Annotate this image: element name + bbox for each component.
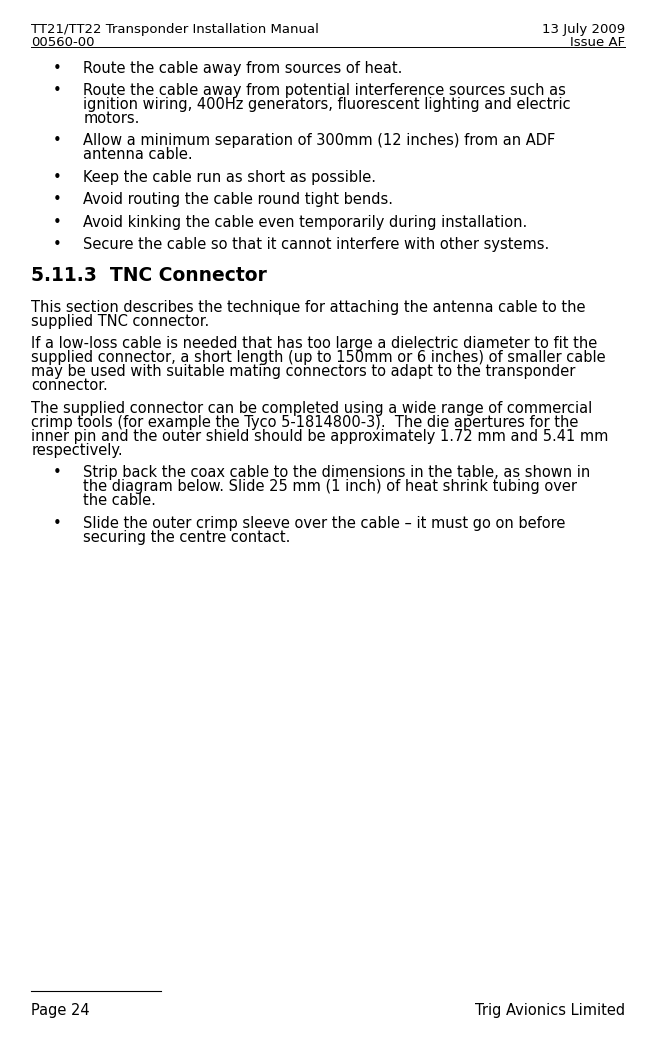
Text: Trig Avionics Limited: Trig Avionics Limited bbox=[475, 1003, 625, 1018]
Text: The supplied connector can be completed using a wide range of commercial: The supplied connector can be completed … bbox=[31, 401, 592, 416]
Text: ignition wiring, 400Hz generators, fluorescent lighting and electric: ignition wiring, 400Hz generators, fluor… bbox=[83, 97, 571, 112]
Text: the cable.: the cable. bbox=[83, 493, 156, 508]
Text: •: • bbox=[53, 515, 62, 531]
Text: Avoid kinking the cable even temporarily during installation.: Avoid kinking the cable even temporarily… bbox=[83, 214, 527, 230]
Text: 5.11.3  TNC Connector: 5.11.3 TNC Connector bbox=[31, 266, 267, 285]
Text: Strip back the coax cable to the dimensions in the table, as shown in: Strip back the coax cable to the dimensi… bbox=[83, 465, 590, 481]
Text: •: • bbox=[53, 134, 62, 148]
Text: antenna cable.: antenna cable. bbox=[83, 147, 193, 162]
Text: Slide the outer crimp sleeve over the cable – it must go on before: Slide the outer crimp sleeve over the ca… bbox=[83, 515, 566, 531]
Text: This section describes the technique for attaching the antenna cable to the: This section describes the technique for… bbox=[31, 300, 586, 315]
Text: •: • bbox=[53, 465, 62, 481]
Text: may be used with suitable mating connectors to adapt to the transponder: may be used with suitable mating connect… bbox=[31, 365, 576, 379]
Text: •: • bbox=[53, 192, 62, 207]
Text: Keep the cable run as short as possible.: Keep the cable run as short as possible. bbox=[83, 170, 376, 185]
Text: •: • bbox=[53, 83, 62, 98]
Text: •: • bbox=[53, 237, 62, 252]
Text: crimp tools (for example the Tyco 5-1814800-3).  The die apertures for the: crimp tools (for example the Tyco 5-1814… bbox=[31, 415, 578, 429]
Text: securing the centre contact.: securing the centre contact. bbox=[83, 530, 291, 544]
Text: •: • bbox=[53, 61, 62, 75]
Text: Allow a minimum separation of 300mm (12 inches) from an ADF: Allow a minimum separation of 300mm (12 … bbox=[83, 134, 556, 148]
Text: TT21/TT22 Transponder Installation Manual: TT21/TT22 Transponder Installation Manua… bbox=[31, 23, 319, 36]
Text: •: • bbox=[53, 214, 62, 230]
Text: Avoid routing the cable round tight bends.: Avoid routing the cable round tight bend… bbox=[83, 192, 393, 207]
Text: If a low-loss cable is needed that has too large a dielectric diameter to fit th: If a low-loss cable is needed that has t… bbox=[31, 336, 597, 351]
Text: inner pin and the outer shield should be approximately 1.72 mm and 5.41 mm: inner pin and the outer shield should be… bbox=[31, 428, 608, 444]
Text: •: • bbox=[53, 170, 62, 185]
Text: Issue AF: Issue AF bbox=[570, 36, 625, 48]
Text: the diagram below. Slide 25 mm (1 inch) of heat shrink tubing over: the diagram below. Slide 25 mm (1 inch) … bbox=[83, 480, 577, 494]
Text: Page 24: Page 24 bbox=[31, 1003, 90, 1018]
Text: Route the cable away from potential interference sources such as: Route the cable away from potential inte… bbox=[83, 83, 566, 98]
Text: Route the cable away from sources of heat.: Route the cable away from sources of hea… bbox=[83, 61, 402, 75]
Text: motors.: motors. bbox=[83, 111, 140, 126]
Text: 13 July 2009: 13 July 2009 bbox=[542, 23, 625, 36]
Text: supplied connector, a short length (up to 150mm or 6 inches) of smaller cable: supplied connector, a short length (up t… bbox=[31, 350, 606, 366]
Text: 00560-00: 00560-00 bbox=[31, 36, 95, 48]
Text: Secure the cable so that it cannot interfere with other systems.: Secure the cable so that it cannot inter… bbox=[83, 237, 549, 252]
Text: supplied TNC connector.: supplied TNC connector. bbox=[31, 315, 209, 329]
Text: connector.: connector. bbox=[31, 378, 108, 394]
Text: respectively.: respectively. bbox=[31, 443, 123, 458]
